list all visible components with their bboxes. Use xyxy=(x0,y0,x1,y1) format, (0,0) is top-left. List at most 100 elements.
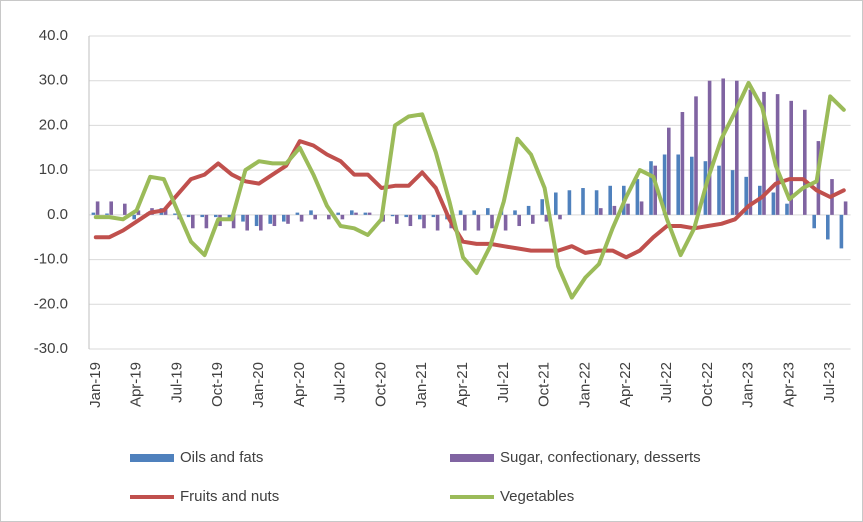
bar xyxy=(295,212,300,215)
bar xyxy=(707,80,712,215)
x-tick-label: Apr-19 xyxy=(128,362,145,407)
bar xyxy=(123,203,127,215)
x-tick-label: Jul-22 xyxy=(658,362,675,403)
bar xyxy=(653,165,657,215)
bar xyxy=(254,214,259,227)
bar xyxy=(458,210,463,215)
legend-swatch xyxy=(130,454,174,462)
legend-label: Fruits and nuts xyxy=(180,488,279,505)
bar xyxy=(191,214,195,229)
bar xyxy=(395,214,399,224)
bar xyxy=(771,192,776,215)
x-tick-label: Jan-22 xyxy=(576,362,593,408)
legend-label: Sugar, confectionary, desserts xyxy=(500,449,701,466)
bar xyxy=(826,214,830,240)
bar xyxy=(680,112,685,215)
bar xyxy=(109,201,113,215)
bar xyxy=(649,161,653,215)
bar xyxy=(418,214,422,220)
bar xyxy=(286,214,290,224)
bar xyxy=(762,91,766,215)
bar xyxy=(513,210,517,215)
bar xyxy=(340,214,345,220)
bar xyxy=(517,214,521,227)
bar xyxy=(544,214,549,222)
bar xyxy=(581,188,585,215)
bar xyxy=(95,201,100,215)
x-tick-label: Oct-20 xyxy=(372,362,389,407)
bar xyxy=(554,192,558,215)
x-tick-label: Oct-22 xyxy=(699,362,716,407)
bar xyxy=(567,190,572,215)
bar xyxy=(626,203,630,215)
bar xyxy=(200,214,204,218)
y-tick-label: 0.0 xyxy=(47,206,68,223)
bar xyxy=(639,201,644,215)
bar xyxy=(363,212,368,215)
bar xyxy=(748,89,753,215)
bar xyxy=(268,214,272,224)
bar xyxy=(313,214,317,220)
x-tick-label: Apr-21 xyxy=(454,362,471,407)
x-tick-label: Oct-19 xyxy=(209,362,226,407)
x-tick-label: Apr-23 xyxy=(780,362,797,407)
bar xyxy=(173,213,177,215)
bar xyxy=(612,205,617,215)
bar xyxy=(662,154,667,215)
x-tick-label: Jan-19 xyxy=(87,362,104,408)
bar xyxy=(744,176,748,215)
bar xyxy=(227,214,232,220)
bar xyxy=(204,214,209,229)
bar xyxy=(789,100,793,215)
bar xyxy=(594,190,599,215)
bar xyxy=(690,156,694,215)
bar xyxy=(503,214,508,231)
bar xyxy=(526,205,531,215)
bar xyxy=(812,214,816,229)
bar xyxy=(463,214,467,231)
bar xyxy=(390,214,395,217)
y-tick-label: 30.0 xyxy=(39,72,68,89)
y-tick-label: -20.0 xyxy=(34,295,68,312)
bar xyxy=(132,214,136,220)
legend-swatch xyxy=(450,454,494,462)
bar xyxy=(599,208,603,215)
x-tick-label: Jul-21 xyxy=(495,362,512,403)
bar xyxy=(472,210,476,215)
bar xyxy=(839,214,844,249)
x-tick-label: Oct-21 xyxy=(536,362,553,407)
bar xyxy=(694,96,698,215)
y-tick-label: 40.0 xyxy=(39,27,68,44)
bar xyxy=(431,214,436,218)
line xyxy=(93,80,846,300)
x-tick-label: Apr-20 xyxy=(291,362,308,407)
x-tick-label: Jul-19 xyxy=(168,362,185,403)
bar xyxy=(540,199,544,215)
x-tick-label: Jul-20 xyxy=(332,362,349,403)
x-tick-label: Jul-23 xyxy=(821,362,838,403)
x-tick-label: Jan-21 xyxy=(413,362,430,408)
bar xyxy=(803,109,807,215)
bar xyxy=(282,214,286,222)
bar xyxy=(259,214,263,231)
bar xyxy=(136,210,141,215)
bar xyxy=(775,94,780,215)
bar xyxy=(476,214,481,231)
bar xyxy=(367,212,372,215)
bar xyxy=(735,80,739,215)
bar xyxy=(327,214,331,220)
bar xyxy=(676,154,680,215)
bar xyxy=(408,214,413,227)
bar xyxy=(608,185,612,215)
bar xyxy=(730,170,735,215)
line xyxy=(93,139,846,260)
bar xyxy=(309,210,313,215)
bar xyxy=(635,179,640,215)
bar xyxy=(843,201,848,215)
bar xyxy=(245,214,249,231)
bar xyxy=(531,214,535,224)
y-tick-label: 20.0 xyxy=(39,116,68,133)
y-tick-label: -10.0 xyxy=(34,251,68,268)
